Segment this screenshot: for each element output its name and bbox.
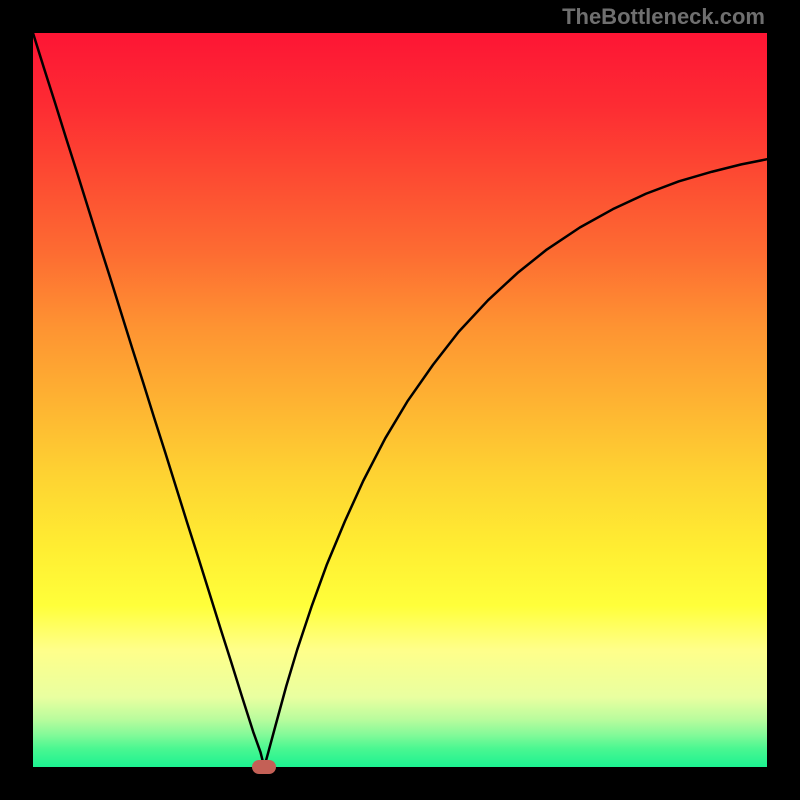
bottleneck-curve [33, 33, 767, 767]
watermark-text: TheBottleneck.com [562, 4, 765, 30]
chart-root: TheBottleneck.com [0, 0, 800, 800]
plot-area [33, 33, 767, 767]
minimum-marker [252, 760, 276, 774]
curve-layer [33, 33, 767, 767]
